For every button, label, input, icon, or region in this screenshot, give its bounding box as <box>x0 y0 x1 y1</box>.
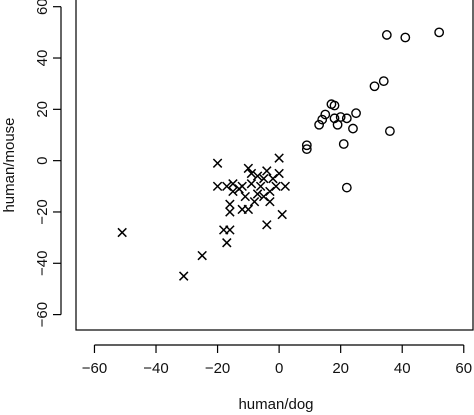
cross-point <box>237 204 247 215</box>
x-tick-label: 60 <box>455 360 472 377</box>
cross-point <box>255 181 266 192</box>
cross-point <box>262 220 272 230</box>
y-tick-label: 0 <box>34 156 51 164</box>
y-tick-label: −20 <box>34 199 51 224</box>
circle-point <box>348 123 358 134</box>
x-tick-label: 0 <box>275 360 283 377</box>
circle-point <box>381 30 392 40</box>
cross-point <box>277 209 287 220</box>
circle-point <box>341 113 352 124</box>
cross-point <box>228 186 238 197</box>
x-tick-label: 40 <box>394 360 411 377</box>
circle-point <box>317 114 328 125</box>
cross-point <box>246 179 257 189</box>
y-tick-label: 40 <box>34 50 51 67</box>
y-tick-label: 60 <box>34 0 51 15</box>
data-points <box>117 27 445 281</box>
circle-point <box>320 109 331 120</box>
cross-point <box>225 199 235 210</box>
circle-point <box>351 108 361 119</box>
circle-point <box>369 81 380 92</box>
circle-point <box>335 112 346 122</box>
cross-point <box>274 168 284 179</box>
circle-point <box>329 100 340 111</box>
cross-point <box>117 227 127 238</box>
cross-point <box>243 163 254 174</box>
x-axis: −60 −40 −20 0 20 40 60 <box>82 344 472 377</box>
circle-point <box>341 182 352 193</box>
y-tick-label: −40 <box>34 251 51 276</box>
cross-point <box>262 166 272 176</box>
cross-point <box>249 196 260 207</box>
cross-point <box>280 181 291 192</box>
cross-point <box>178 271 189 281</box>
x-axis-label: human/dog <box>238 396 313 413</box>
circle-point <box>400 32 411 43</box>
cross-point <box>197 250 207 261</box>
x-tick-label: −20 <box>205 360 230 377</box>
cross-point <box>271 181 281 192</box>
plot-frame <box>75 0 474 331</box>
y-tick-label: 20 <box>34 101 51 118</box>
cross-point <box>225 225 235 235</box>
cross-point <box>212 181 223 192</box>
y-tick-label: −60 <box>34 302 51 327</box>
circle-point <box>378 76 389 87</box>
cross-point <box>246 168 257 179</box>
x-tick-label: 20 <box>332 360 349 377</box>
circle-point <box>301 140 312 151</box>
x-tick-label: −40 <box>143 360 168 377</box>
cross-point <box>252 189 263 199</box>
cross-point <box>222 238 232 248</box>
cross-point <box>240 191 250 202</box>
cross-point <box>258 173 269 184</box>
circle-point <box>314 119 325 130</box>
circle-point <box>301 144 312 155</box>
cross-point <box>274 153 284 163</box>
y-axis-label: human/mouse <box>1 117 18 212</box>
circle-point <box>338 139 349 149</box>
circle-point <box>434 27 445 38</box>
cross-point <box>237 181 247 192</box>
x-tick-label: −60 <box>82 360 107 377</box>
circle-point <box>385 126 395 137</box>
cross-point <box>258 191 269 202</box>
cross-point <box>225 207 235 217</box>
cross-point <box>252 171 263 181</box>
y-axis: −60 −40 −20 0 20 40 60 <box>34 0 62 327</box>
cross-point <box>212 158 223 168</box>
